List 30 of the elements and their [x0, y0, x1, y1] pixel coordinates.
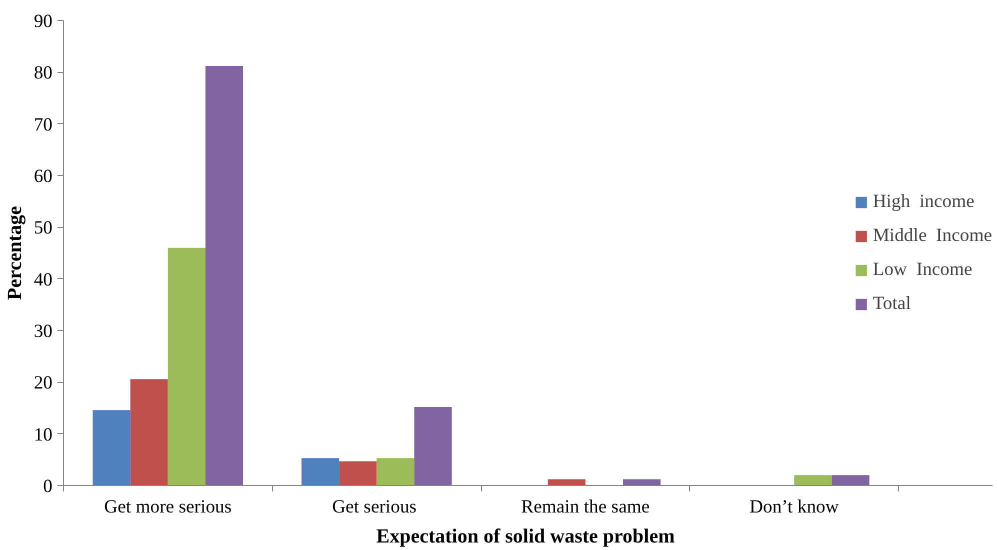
y-tick-label: 10: [34, 424, 52, 446]
bar: [832, 475, 870, 486]
bar: [168, 248, 206, 486]
legend-label: Middle Income: [872, 224, 992, 246]
y-tick-label: 30: [34, 321, 52, 342]
y-tick-label: 60: [34, 166, 52, 187]
x-tick-label: Remain the same: [521, 496, 650, 518]
y-tick-label: 50: [34, 218, 52, 239]
bar: [376, 458, 414, 486]
bar: [339, 461, 377, 486]
y-tick-label: 80: [34, 62, 52, 84]
bar: [794, 475, 832, 486]
x-tick-label: Get more serious: [104, 496, 232, 518]
legend-label: Low Income: [872, 258, 972, 280]
y-tick-label: 70: [34, 114, 52, 136]
x-tick-label: Get serious: [332, 496, 417, 518]
y-tick-label: 90: [34, 11, 52, 32]
y-tick-label: 40: [34, 269, 52, 290]
bar: [301, 458, 340, 486]
bar: [205, 66, 244, 486]
bar: [92, 410, 130, 486]
x-tick-label: Don’t know: [750, 496, 840, 518]
bar: [414, 406, 452, 486]
y-tick-label: 0: [43, 476, 52, 497]
y-axis-title: Percentage: [4, 206, 26, 300]
legend-label: Total: [872, 292, 911, 314]
x-axis-title: Expectation of solid waste problem: [376, 526, 676, 548]
y-tick-label: 20: [34, 372, 52, 394]
legend-label: High income: [872, 190, 974, 212]
bar: [130, 379, 168, 486]
